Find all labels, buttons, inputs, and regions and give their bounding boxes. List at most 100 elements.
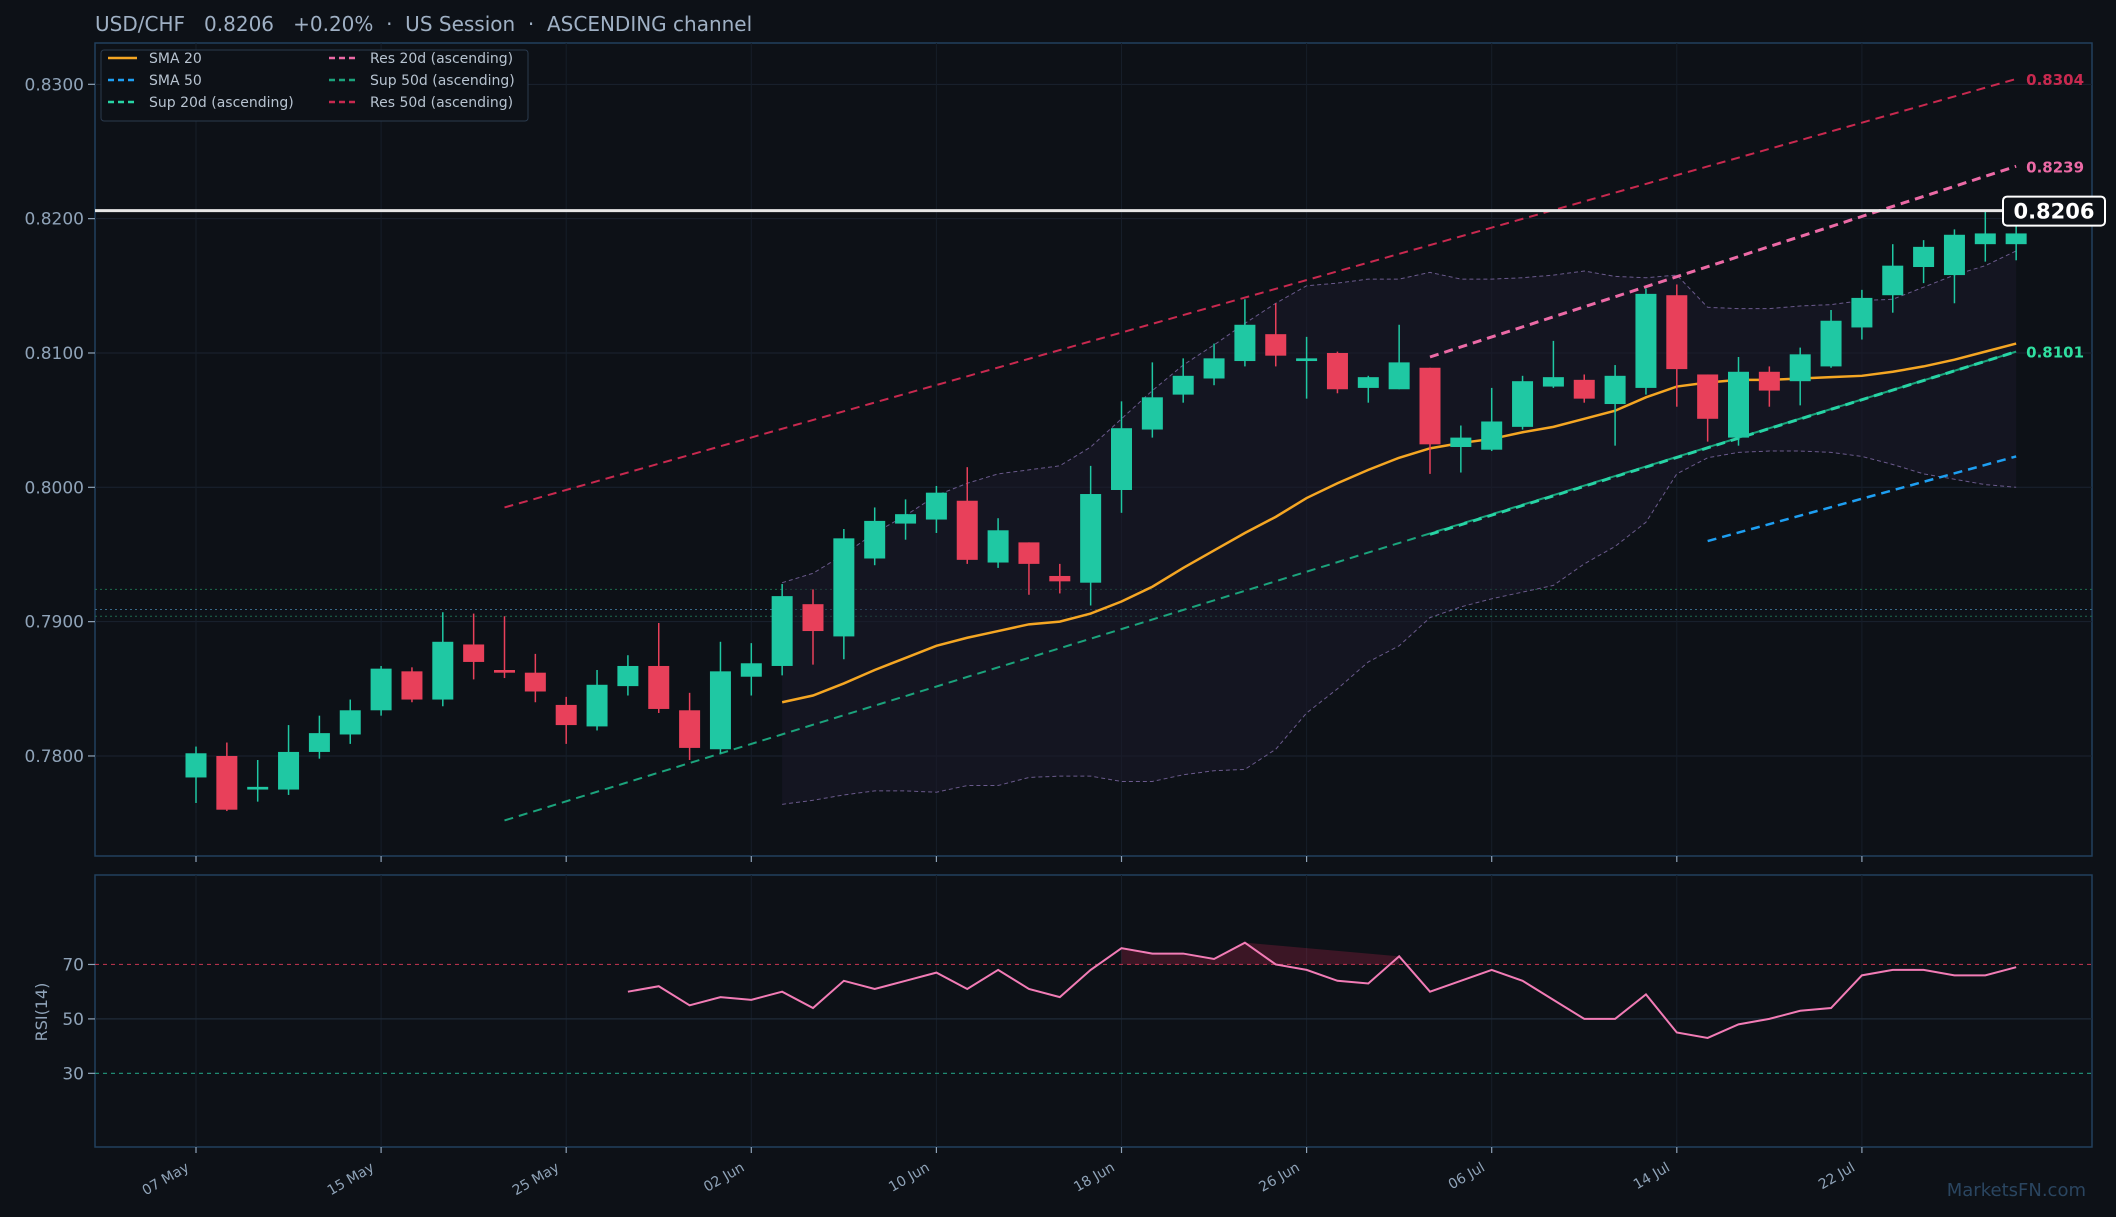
price-tick-label: 0.7800 xyxy=(25,747,84,767)
legend: SMA 20 SMA 50 Sup 20d (ascending) Res 20d (… xyxy=(100,49,529,122)
candle xyxy=(308,715,330,759)
candle-body xyxy=(370,668,392,711)
candle-body xyxy=(709,671,731,750)
candlesticks xyxy=(185,211,2027,812)
candle-body xyxy=(1388,362,1410,390)
price-tick-label: 0.8300 xyxy=(25,75,84,95)
candle xyxy=(1388,324,1410,390)
candle-body xyxy=(216,755,238,810)
level-label: 0.8304 xyxy=(2026,71,2084,89)
candle xyxy=(278,725,300,795)
candle xyxy=(1604,365,1626,446)
x-tick-label: 02 Jun xyxy=(701,1160,747,1196)
candle-body xyxy=(1265,334,1287,356)
candle xyxy=(1172,358,1194,403)
candle xyxy=(1974,211,1996,262)
candle-body xyxy=(278,751,300,790)
candle xyxy=(617,655,639,696)
candle-body xyxy=(339,710,361,735)
candle-body xyxy=(1111,428,1132,490)
x-tick-label: 10 Jun xyxy=(886,1160,932,1196)
candle xyxy=(1419,367,1441,474)
candle xyxy=(524,653,546,703)
candle xyxy=(1728,357,1749,446)
candle xyxy=(864,507,886,566)
candle-body xyxy=(1573,379,1595,399)
candle-body xyxy=(1666,295,1688,370)
candle-body xyxy=(1419,367,1441,445)
legend-item: SMA 20 xyxy=(108,51,202,67)
candle xyxy=(1943,229,1965,304)
trend-line xyxy=(1429,350,2017,536)
trend-line xyxy=(504,350,2017,822)
price-tick-label: 0.8200 xyxy=(25,210,84,230)
level-label: 0.8239 xyxy=(2026,158,2084,176)
rsi-gridlines xyxy=(95,875,2092,1147)
candle-body xyxy=(1635,293,1657,388)
price-y-axis: 0.7800 0.7900 0.8000 0.8100 0.8200 0.8300 xyxy=(25,75,95,767)
candle xyxy=(1141,362,1163,438)
trend-line xyxy=(504,77,2017,509)
rsi-series xyxy=(627,941,2017,1039)
candle xyxy=(1296,336,1318,399)
legend-label: Sup 50d (ascending) xyxy=(370,73,515,89)
candle-body xyxy=(247,786,269,790)
candle-body xyxy=(1141,397,1163,430)
legend-label: Res 50d (ascending) xyxy=(370,95,513,111)
price-tick-label: 0.8100 xyxy=(25,344,84,364)
candle-body xyxy=(185,753,207,778)
last-price-line: 0.8206 xyxy=(95,195,2106,227)
x-tick-label: 18 Jun xyxy=(1071,1160,1117,1196)
candle xyxy=(1481,387,1503,452)
price-gridlines xyxy=(95,43,2092,856)
candle xyxy=(1789,347,1811,406)
candle-body xyxy=(1326,352,1348,390)
candle xyxy=(1512,375,1534,430)
candle-body xyxy=(1604,375,1626,405)
chart-title: USD/CHF 0.8206 +0.20% · US Session · ASC… xyxy=(95,12,752,36)
candle xyxy=(1758,366,1780,407)
candle-body xyxy=(802,604,824,632)
candle-body xyxy=(401,671,423,700)
candle-body xyxy=(1789,354,1811,382)
candle-body xyxy=(679,710,701,748)
candle-body xyxy=(555,704,577,726)
legend-item: Res 20d (ascending) xyxy=(329,51,513,67)
candle-body xyxy=(1357,377,1379,388)
candle xyxy=(247,759,269,802)
candle xyxy=(771,584,793,676)
candle xyxy=(1234,299,1256,367)
candle xyxy=(833,528,855,660)
candle-body xyxy=(1728,371,1749,438)
candle-body xyxy=(1203,358,1225,379)
candle-body xyxy=(833,538,855,637)
candle xyxy=(709,641,731,754)
legend-label: Res 20d (ascending) xyxy=(370,51,513,67)
trend-line xyxy=(1429,164,2017,359)
candle-body xyxy=(771,596,793,666)
candle xyxy=(648,622,670,713)
candle-body xyxy=(1697,374,1719,419)
x-tick-label: 14 Jul xyxy=(1631,1160,1673,1193)
candle xyxy=(1882,244,1904,313)
candle-body xyxy=(2005,233,2027,245)
legend-item: Sup 20d (ascending) xyxy=(108,95,294,111)
candle xyxy=(1326,351,1348,394)
candle-body xyxy=(648,665,670,709)
candle xyxy=(1913,240,1935,284)
candle xyxy=(1635,288,1657,395)
price-tick-label: 0.7900 xyxy=(25,613,84,633)
candle-body xyxy=(586,684,608,727)
candle xyxy=(1820,309,1842,368)
candle-body xyxy=(1234,324,1256,362)
candle xyxy=(987,518,1009,568)
candle xyxy=(1573,374,1595,403)
candle xyxy=(740,643,762,696)
candle-body xyxy=(1542,377,1564,387)
candle-body xyxy=(463,644,485,662)
candle xyxy=(1450,425,1472,473)
candle-body xyxy=(1450,437,1472,448)
level-label: 0.8101 xyxy=(2026,344,2084,362)
candle xyxy=(1018,542,1040,595)
